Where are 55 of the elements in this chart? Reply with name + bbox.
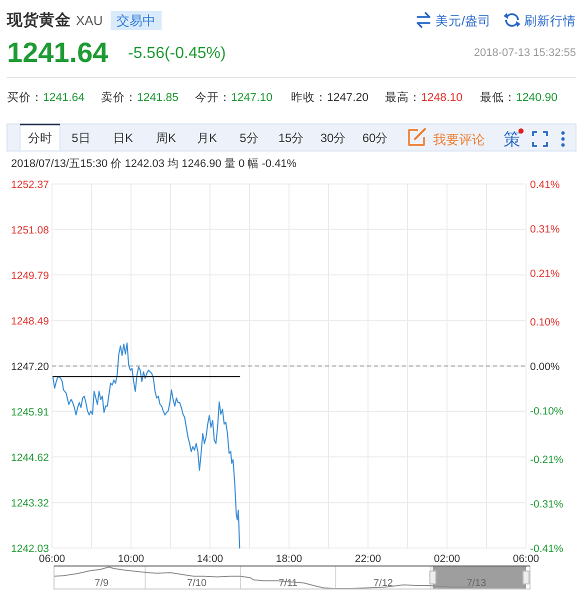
text: 2018/07/13/五15:30 价 1242.03 均 1246.90 量 0 幅 -0.41% [11, 158, 297, 170]
y-tick-label: 1248.49 [11, 316, 50, 328]
text: 分时 [28, 131, 52, 145]
text: 卖价：1241.85 [101, 91, 179, 104]
text: 策 [504, 130, 520, 149]
x-tick-label: 14:00 [196, 553, 224, 565]
y-tick-label: 1244.62 [11, 452, 50, 464]
x-tick-label: 22:00 [354, 553, 382, 565]
y-tick-label: 1245.91 [11, 406, 50, 418]
x-tick-label: 7/10 [187, 578, 207, 589]
y2-tick-label: -0.41% [530, 543, 564, 555]
text: 5分 [240, 131, 258, 145]
y2-tick-label: 0.41% [530, 179, 560, 191]
text: 最高：1248.10 [385, 90, 463, 104]
y-tick-label: 1249.79 [11, 270, 50, 282]
y2-tick-label: 0.21% [530, 268, 560, 280]
text: 最低：1240.90 [480, 91, 558, 104]
text: 15分 [278, 131, 304, 145]
y-tick-label: 1243.32 [11, 498, 50, 510]
x-tick-label: 18:00 [276, 553, 302, 565]
text: 刷新行情 [524, 14, 576, 28]
text: -5.56(-0.45%) [128, 45, 226, 62]
x-tick-label: 7/12 [374, 578, 394, 589]
text: 现货黄金 [6, 11, 71, 29]
y2-tick-label: -0.10% [530, 405, 564, 418]
text: 30分 [320, 131, 346, 145]
x-tick-label: 7/13 [466, 578, 487, 589]
y2-tick-label: 0.00% [530, 361, 560, 373]
text: 1241.64 [7, 37, 109, 68]
y-tick-label: 1242.03 [11, 543, 50, 555]
y-tick-label: 1252.37 [11, 179, 50, 191]
text: 5日 [72, 131, 90, 145]
text: 60分 [362, 131, 388, 145]
y-tick-label: 1247.20 [11, 361, 50, 373]
x-tick-label: 06:00 [38, 553, 66, 565]
y2-tick-label: 0.10% [530, 316, 560, 329]
x-tick-label: 7/9 [94, 578, 109, 589]
text: 周K [156, 131, 176, 145]
x-tick-label: 06:00 [512, 553, 540, 565]
text: 今开：1247.10 [195, 91, 273, 104]
y-tick-label: 1251.08 [11, 224, 50, 236]
text: 买价：1241.64 [7, 91, 86, 104]
text: 昨收：1247.20 [291, 91, 369, 104]
text: 我要评论 [433, 132, 485, 147]
text: 交易中 [116, 13, 156, 28]
y2-tick-label: -0.21% [530, 454, 564, 466]
text: 2018-07-13 15:32:55 [474, 47, 576, 59]
x-tick-label: 10:00 [118, 553, 144, 565]
y2-tick-label: 0.31% [530, 223, 560, 236]
text: XAU [76, 13, 103, 28]
text: 日K [112, 131, 134, 145]
x-tick-label: 02:00 [434, 553, 460, 565]
text: 月K [196, 131, 218, 145]
text: 美元/盎司 [436, 13, 491, 28]
y2-tick-label: -0.31% [530, 498, 564, 511]
